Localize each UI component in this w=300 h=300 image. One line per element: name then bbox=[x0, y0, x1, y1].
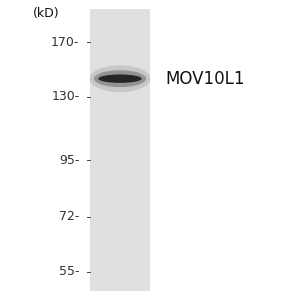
Ellipse shape bbox=[98, 74, 142, 83]
Text: 55-: 55- bbox=[59, 265, 80, 278]
Ellipse shape bbox=[94, 70, 146, 87]
Ellipse shape bbox=[89, 65, 150, 92]
Text: 130-: 130- bbox=[51, 90, 80, 103]
Text: (kD): (kD) bbox=[33, 7, 60, 20]
Text: 95-: 95- bbox=[59, 154, 80, 167]
Text: 170-: 170- bbox=[51, 36, 80, 49]
Text: 72-: 72- bbox=[59, 210, 80, 223]
Text: MOV10L1: MOV10L1 bbox=[165, 70, 244, 88]
Bar bbox=[90, 9, 150, 291]
